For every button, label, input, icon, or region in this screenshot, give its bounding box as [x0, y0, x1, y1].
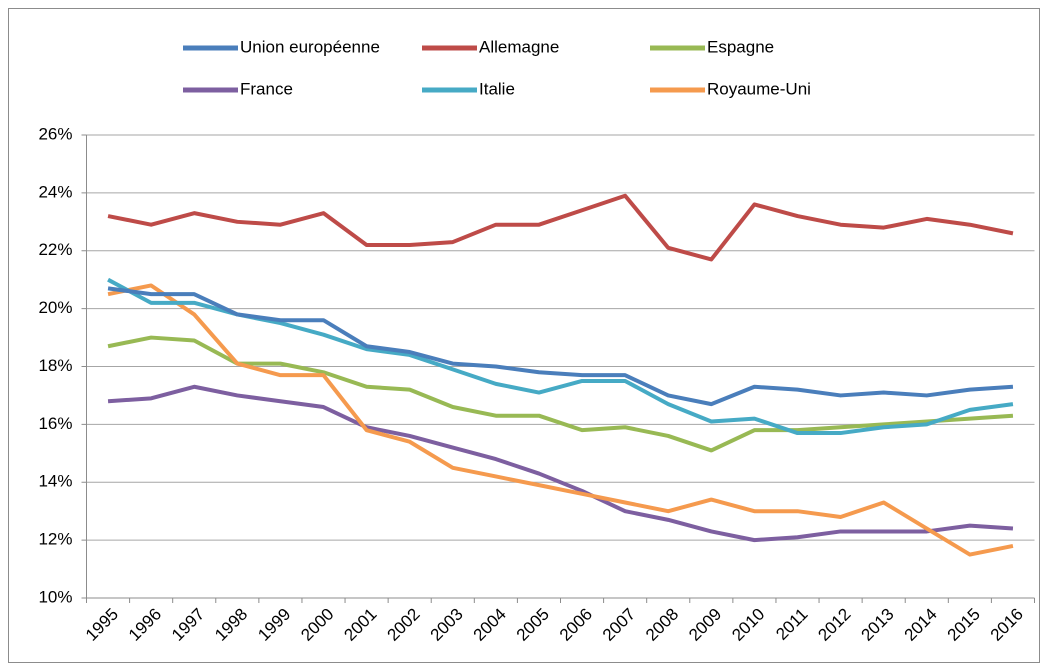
y-tick-label: 20%	[38, 298, 72, 317]
legend-label: Royaume-Uni	[707, 79, 811, 98]
y-tick-label: 26%	[38, 124, 72, 143]
y-tick-label: 24%	[38, 182, 72, 201]
y-tick-label: 10%	[38, 587, 72, 606]
series-line	[107, 286, 1014, 407]
y-tick-label: 14%	[38, 472, 72, 491]
series-line	[107, 335, 1014, 453]
series-line	[107, 193, 1014, 262]
series-line	[107, 283, 1014, 557]
legend-label: Allemagne	[479, 37, 559, 56]
legend-label: France	[240, 79, 293, 98]
y-tick-label: 12%	[38, 530, 72, 549]
legend-label: Union européenne	[240, 37, 380, 56]
legend-label: Espagne	[707, 37, 774, 56]
y-tick-label: 22%	[38, 240, 72, 259]
series-line	[107, 384, 1014, 543]
legend-label: Italie	[479, 79, 515, 98]
chart-frame	[8, 8, 1040, 663]
y-tick-label: 16%	[38, 414, 72, 433]
y-tick-label: 18%	[38, 356, 72, 375]
